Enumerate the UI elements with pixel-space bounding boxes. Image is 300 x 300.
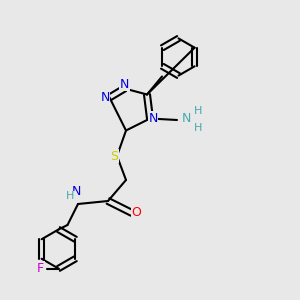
Text: H: H — [66, 191, 75, 201]
Text: N: N — [120, 77, 129, 91]
Text: H: H — [194, 123, 202, 133]
Text: N: N — [182, 112, 191, 125]
Text: N: N — [72, 185, 81, 198]
Text: O: O — [132, 206, 141, 220]
Text: N: N — [148, 112, 158, 125]
Text: S: S — [110, 149, 118, 163]
Text: F: F — [37, 262, 44, 275]
Text: N: N — [100, 91, 110, 104]
Text: H: H — [194, 106, 202, 116]
